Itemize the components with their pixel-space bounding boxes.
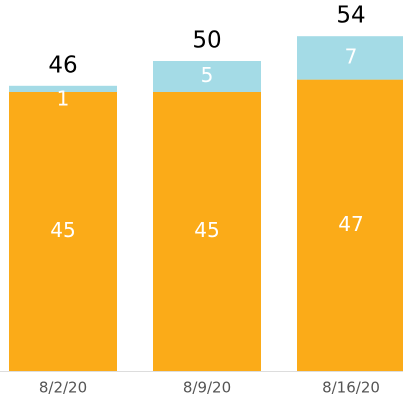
segment-label: 45 <box>194 218 219 242</box>
segment-label: 45 <box>50 218 75 242</box>
segment-label: 7 <box>345 44 358 68</box>
x-tick-label: 8/9/20 <box>183 379 231 397</box>
segment-label: 47 <box>338 212 363 236</box>
bar-segment <box>153 61 261 92</box>
total-label: 46 <box>48 52 77 78</box>
bar-segment <box>153 92 261 371</box>
segment-label: 5 <box>201 63 214 87</box>
total-label: 50 <box>192 28 221 54</box>
bar-segment <box>9 92 117 371</box>
bar-segment <box>297 36 403 80</box>
total-label: 54 <box>336 3 365 29</box>
bar-segment <box>9 85 117 92</box>
x-tick-label: 8/2/20 <box>39 379 87 397</box>
segment-label: 1 <box>57 86 70 110</box>
x-tick-label: 8/16/20 <box>322 379 380 397</box>
bar-segment <box>297 79 403 371</box>
